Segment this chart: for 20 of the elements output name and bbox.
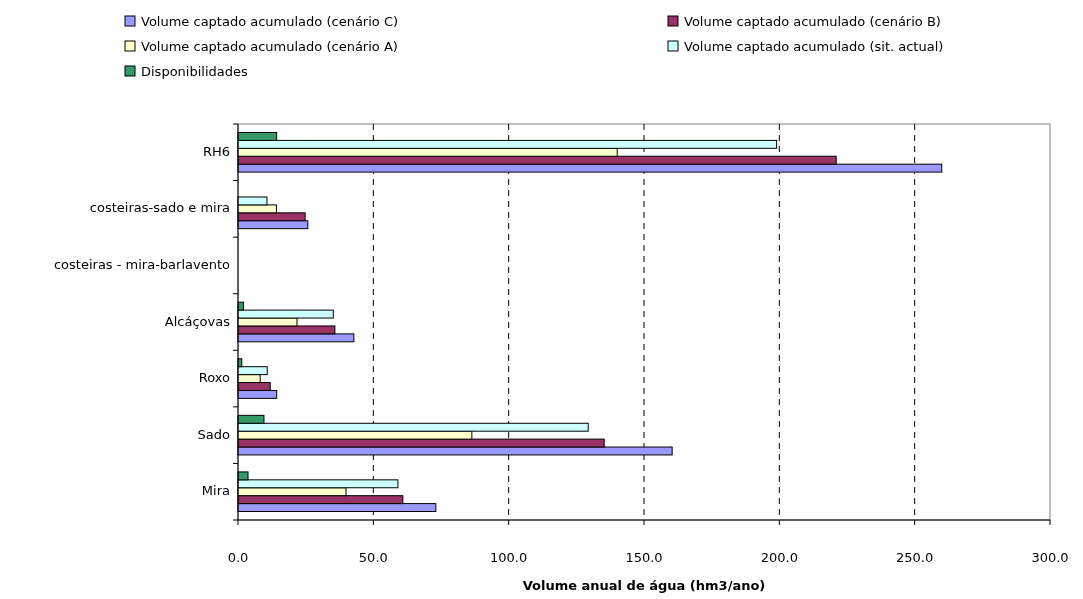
x-tick-label: 0.0 (227, 550, 249, 565)
x-tick-label: 250.0 (896, 550, 934, 565)
y-tick-label: Mira (201, 483, 230, 499)
y-tick-label: Alcáçovas (164, 313, 231, 329)
legend-label: Volume captado acumulado (cenário C) (141, 14, 399, 29)
legend-label: Volume captado acumulado (sit. actual) (684, 39, 944, 54)
y-tick-label: costeiras - mira-barlavento (53, 256, 231, 272)
x-axis-title: Volume anual de água (hm3/ano) (522, 578, 766, 593)
y-tick-label: costeiras-sado e mira (89, 200, 230, 216)
x-tick-label: 300.0 (1031, 550, 1069, 565)
x-tick-label: 150.0 (625, 550, 663, 565)
x-tick-label: 50.0 (358, 550, 388, 565)
legend-label: Disponibilidades (141, 64, 249, 79)
y-tick-label: Roxo (198, 370, 231, 386)
y-tick-label: RH6 (202, 143, 230, 159)
legend-label: Volume captado acumulado (cenário B) (684, 14, 941, 29)
y-tick-label: Sado (197, 426, 231, 442)
legend-label: Volume captado acumulado (cenário A) (141, 39, 398, 54)
x-tick-label: 200.0 (760, 550, 798, 565)
x-tick-label: 100.0 (490, 550, 528, 565)
